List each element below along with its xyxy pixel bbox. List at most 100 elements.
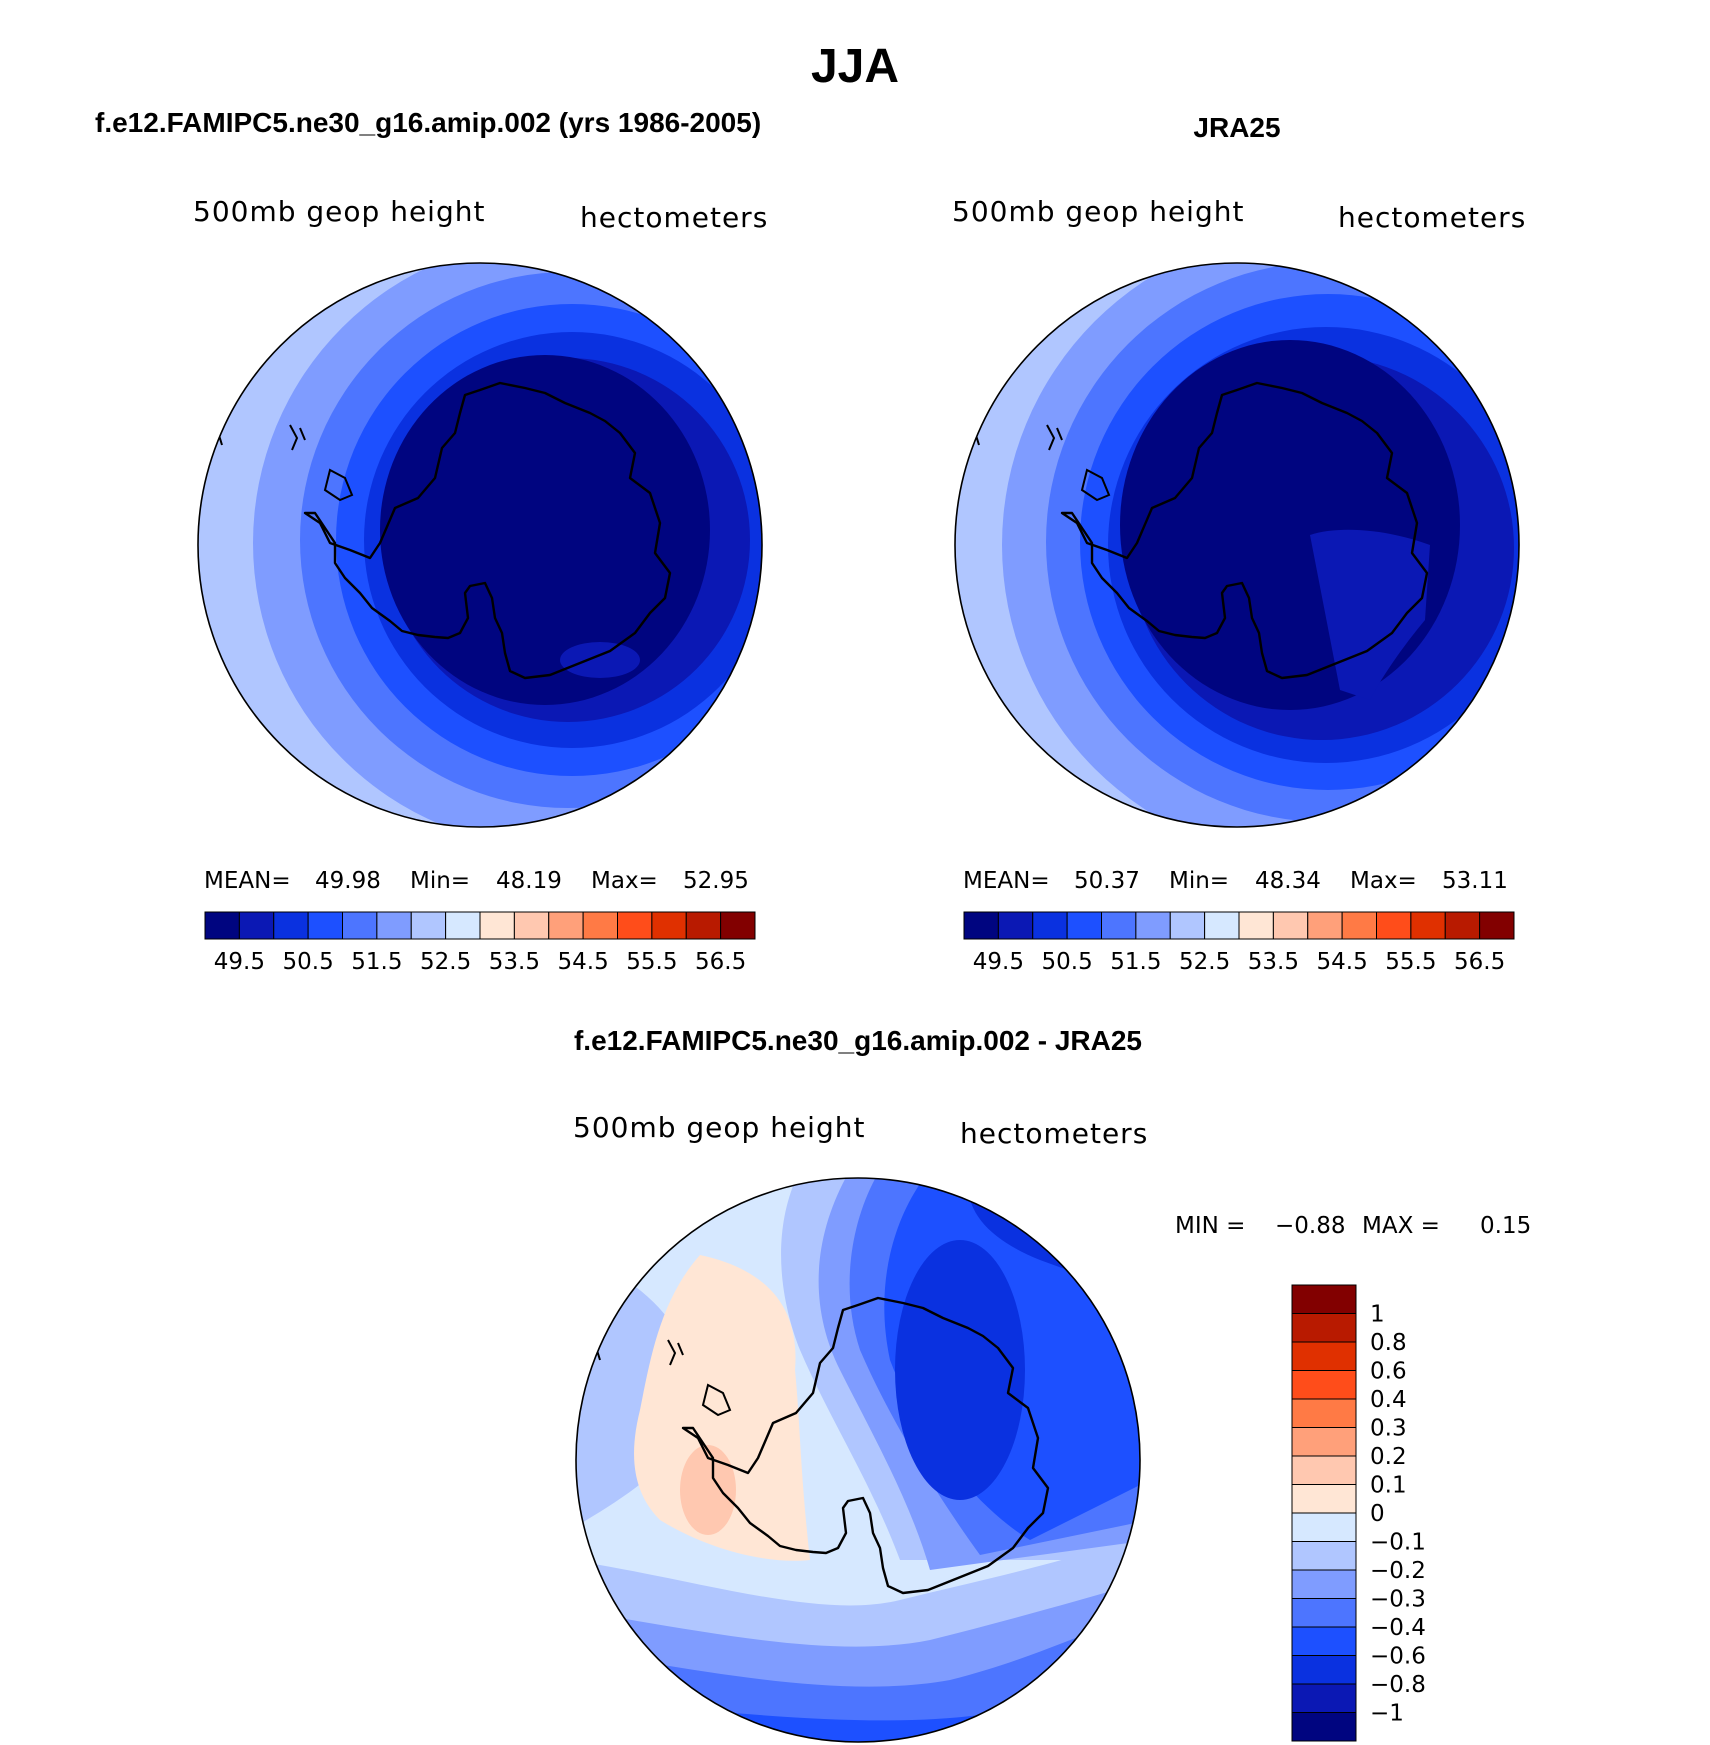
panel-model-colorbar-tick-label: 53.5 <box>489 949 540 975</box>
panel-obs-colorbar: 49.5 50.5 51.5 52.5 53.5 54.5 55.5 56.5 <box>963 911 1515 975</box>
panel-diff-colorbar-tick-label: −0.6 <box>1370 1644 1426 1670</box>
panel-diff-colorbar-tick-label: −0.1 <box>1370 1530 1426 1556</box>
panel-diff-colorbar-swatch <box>1291 1427 1357 1457</box>
panel-diff-variable-label: 500mb geop height <box>573 1111 865 1144</box>
panel-diff-colorbar-tick-label: −0.3 <box>1370 1587 1426 1613</box>
panel-model-colorbar-swatch <box>273 911 309 940</box>
panel-obs-title: JRA25 <box>1193 112 1280 143</box>
panel-model-map <box>198 263 762 827</box>
panel-obs-colorbar-tick-label: 50.5 <box>1042 949 1093 975</box>
panel-model-colorbar-swatch <box>410 911 447 940</box>
panel-model-colorbar-tick-label: 56.5 <box>695 949 746 975</box>
panel-diff-colorbar-swatch <box>1291 1683 1357 1713</box>
panel-model-colorbar-swatch <box>617 911 653 940</box>
panel-obs-colorbar-swatch <box>1169 911 1206 940</box>
panel-model-colorbar-swatch <box>445 911 481 940</box>
panel-obs-colorbar-swatch <box>1101 911 1137 940</box>
panel-obs-variable-label: 500mb geop height <box>952 195 1244 228</box>
panel-model-colorbar-swatch <box>307 911 343 940</box>
panel-obs-map <box>955 263 1519 827</box>
panel-obs-colorbar-swatch <box>1238 911 1274 940</box>
panel-diff-colorbar-tick-label: −1 <box>1370 1701 1404 1727</box>
panel-diff-title: f.e12.FAMIPC5.ne30_g16.amip.002 - JRA25 <box>574 1025 1142 1056</box>
panel-model-colorbar-swatch <box>651 911 687 940</box>
panel-obs-colorbar-swatch <box>1479 911 1515 940</box>
panel-diff-colorbar: 10.8 0.60.4 0.30.2 0.10 −0.1−0.2 −0.3−0.4 −0.6… <box>1291 1284 1426 1742</box>
panel-obs-colorbar-swatch <box>1307 911 1343 940</box>
panel-obs-colorbar-swatch <box>963 911 999 940</box>
panel-diff-colorbar-swatch <box>1291 1313 1357 1343</box>
panel-model-colorbar-swatch <box>342 911 378 940</box>
panel-obs-colorbar-swatch <box>997 911 1034 940</box>
panel-obs-colorbar-tick-label: 53.5 <box>1248 949 1299 975</box>
panel-obs-colorbar-swatch <box>1066 911 1102 940</box>
panel-diff-colorbar-tick-label: 0.6 <box>1370 1359 1407 1385</box>
panel-diff-colorbar-swatch <box>1291 1484 1357 1514</box>
panel-model-colorbar-tick-label: 50.5 <box>283 949 334 975</box>
panel-obs-colorbar-tick-label: 55.5 <box>1385 949 1436 975</box>
panel-diff-colorbar-tick-label: 0 <box>1370 1501 1385 1527</box>
panel-diff-stats: MIN = −0.88 MAX = 0.15 <box>1175 1213 1531 1239</box>
panel-obs-stats: MEAN= 50.37 Min= 48.34 Max= 53.11 <box>963 868 1508 894</box>
panel-model-colorbar-tick-label: 55.5 <box>626 949 677 975</box>
panel-model-mean-value: 49.98 <box>315 868 381 894</box>
panel-diff-colorbar-tick-label: 0.4 <box>1370 1387 1407 1413</box>
panel-diff-max-value: 0.15 <box>1480 1213 1531 1239</box>
panel-diff-min-value: −0.88 <box>1275 1213 1345 1239</box>
panel-diff-colorbar-tick-label: −0.4 <box>1370 1615 1426 1641</box>
panel-diff-colorbar-swatch <box>1291 1455 1357 1485</box>
panel-diff-colorbar-tick-label: 0.3 <box>1370 1416 1407 1442</box>
panel-obs-colorbar-tick-label: 56.5 <box>1454 949 1505 975</box>
panel-model-title: f.e12.FAMIPC5.ne30_g16.amip.002 (yrs 198… <box>95 107 761 138</box>
panel-obs-min-value: 48.34 <box>1255 868 1321 894</box>
panel-model-units-label: hectometers <box>580 201 768 234</box>
panel-obs-colorbar-tick-label: 49.5 <box>973 949 1024 975</box>
panel-obs-colorbar-swatch <box>1204 911 1240 940</box>
panel-diff-colorbar-tick-label: 0.1 <box>1370 1473 1407 1499</box>
panel-diff-colorbar-swatch <box>1291 1655 1357 1685</box>
panel-diff-colorbar-tick-label: 0.8 <box>1370 1330 1407 1356</box>
panel-diff-colorbar-swatch <box>1291 1341 1357 1371</box>
panel-obs-colorbar-swatch <box>1341 911 1377 940</box>
panel-obs-max-value: 53.11 <box>1442 868 1508 894</box>
panel-obs-max-label: Max= <box>1350 868 1417 894</box>
panel-model-colorbar-swatch <box>720 911 756 940</box>
panel-obs-colorbar-swatch <box>1376 911 1412 940</box>
panel-model-colorbar-swatch <box>204 911 240 940</box>
panel-obs-colorbar-tick-label: 54.5 <box>1317 949 1368 975</box>
panel-model-colorbar-tick-label: 49.5 <box>214 949 265 975</box>
panel-model-colorbar-swatch <box>582 911 618 940</box>
panel-model-colorbar-swatch <box>685 911 722 940</box>
panel-obs-mean-label: MEAN= <box>963 868 1050 894</box>
panel-diff-colorbar-tick-label: −0.8 <box>1370 1672 1426 1698</box>
panel-model-min-label: Min= <box>410 868 470 894</box>
panel-diff-colorbar-swatch <box>1291 1626 1357 1656</box>
panel-obs-min-label: Min= <box>1169 868 1229 894</box>
panel-obs-colorbar-tick-label: 52.5 <box>1179 949 1230 975</box>
panel-model-stats: MEAN= 49.98 Min= 48.19 Max= 52.95 <box>204 868 749 894</box>
panel-model-max-label: Max= <box>591 868 658 894</box>
panel-diff-colorbar-swatch <box>1291 1569 1357 1599</box>
panel-obs: JRA25 500mb geop height hectometers MEAN… <box>952 112 1526 975</box>
panel-model-colorbar: 49.5 50.5 51.5 52.5 53.5 54.5 55.5 56.5 <box>204 911 756 975</box>
panel-model-colorbar-tick-label: 52.5 <box>420 949 471 975</box>
panel-model-colorbar-tick-label: 54.5 <box>558 949 609 975</box>
panel-obs-colorbar-swatch <box>1410 911 1446 940</box>
panel-diff-colorbar-swatch <box>1291 1712 1357 1742</box>
panel-model-variable-label: 500mb geop height <box>193 195 485 228</box>
panel-model-mean-label: MEAN= <box>204 868 291 894</box>
panel-diff-units-label: hectometers <box>960 1117 1148 1150</box>
panel-model-colorbar-swatch <box>548 911 584 940</box>
panel-diff-colorbar-tick-label: −0.2 <box>1370 1558 1426 1584</box>
panel-diff-min-label: MIN = <box>1175 1213 1245 1239</box>
panel-model-min-value: 48.19 <box>496 868 562 894</box>
panel-diff-colorbar-swatch <box>1291 1541 1357 1571</box>
panel-model: f.e12.FAMIPC5.ne30_g16.amip.002 (yrs 198… <box>95 107 768 975</box>
panel-obs-colorbar-tick-label: 51.5 <box>1110 949 1161 975</box>
panel-model-colorbar-swatch <box>376 911 412 940</box>
panel-model-colorbar-swatch <box>513 911 550 940</box>
panel-obs-units-label: hectometers <box>1338 201 1526 234</box>
panel-obs-colorbar-swatch <box>1135 911 1171 940</box>
panel-model-max-value: 52.95 <box>683 868 749 894</box>
